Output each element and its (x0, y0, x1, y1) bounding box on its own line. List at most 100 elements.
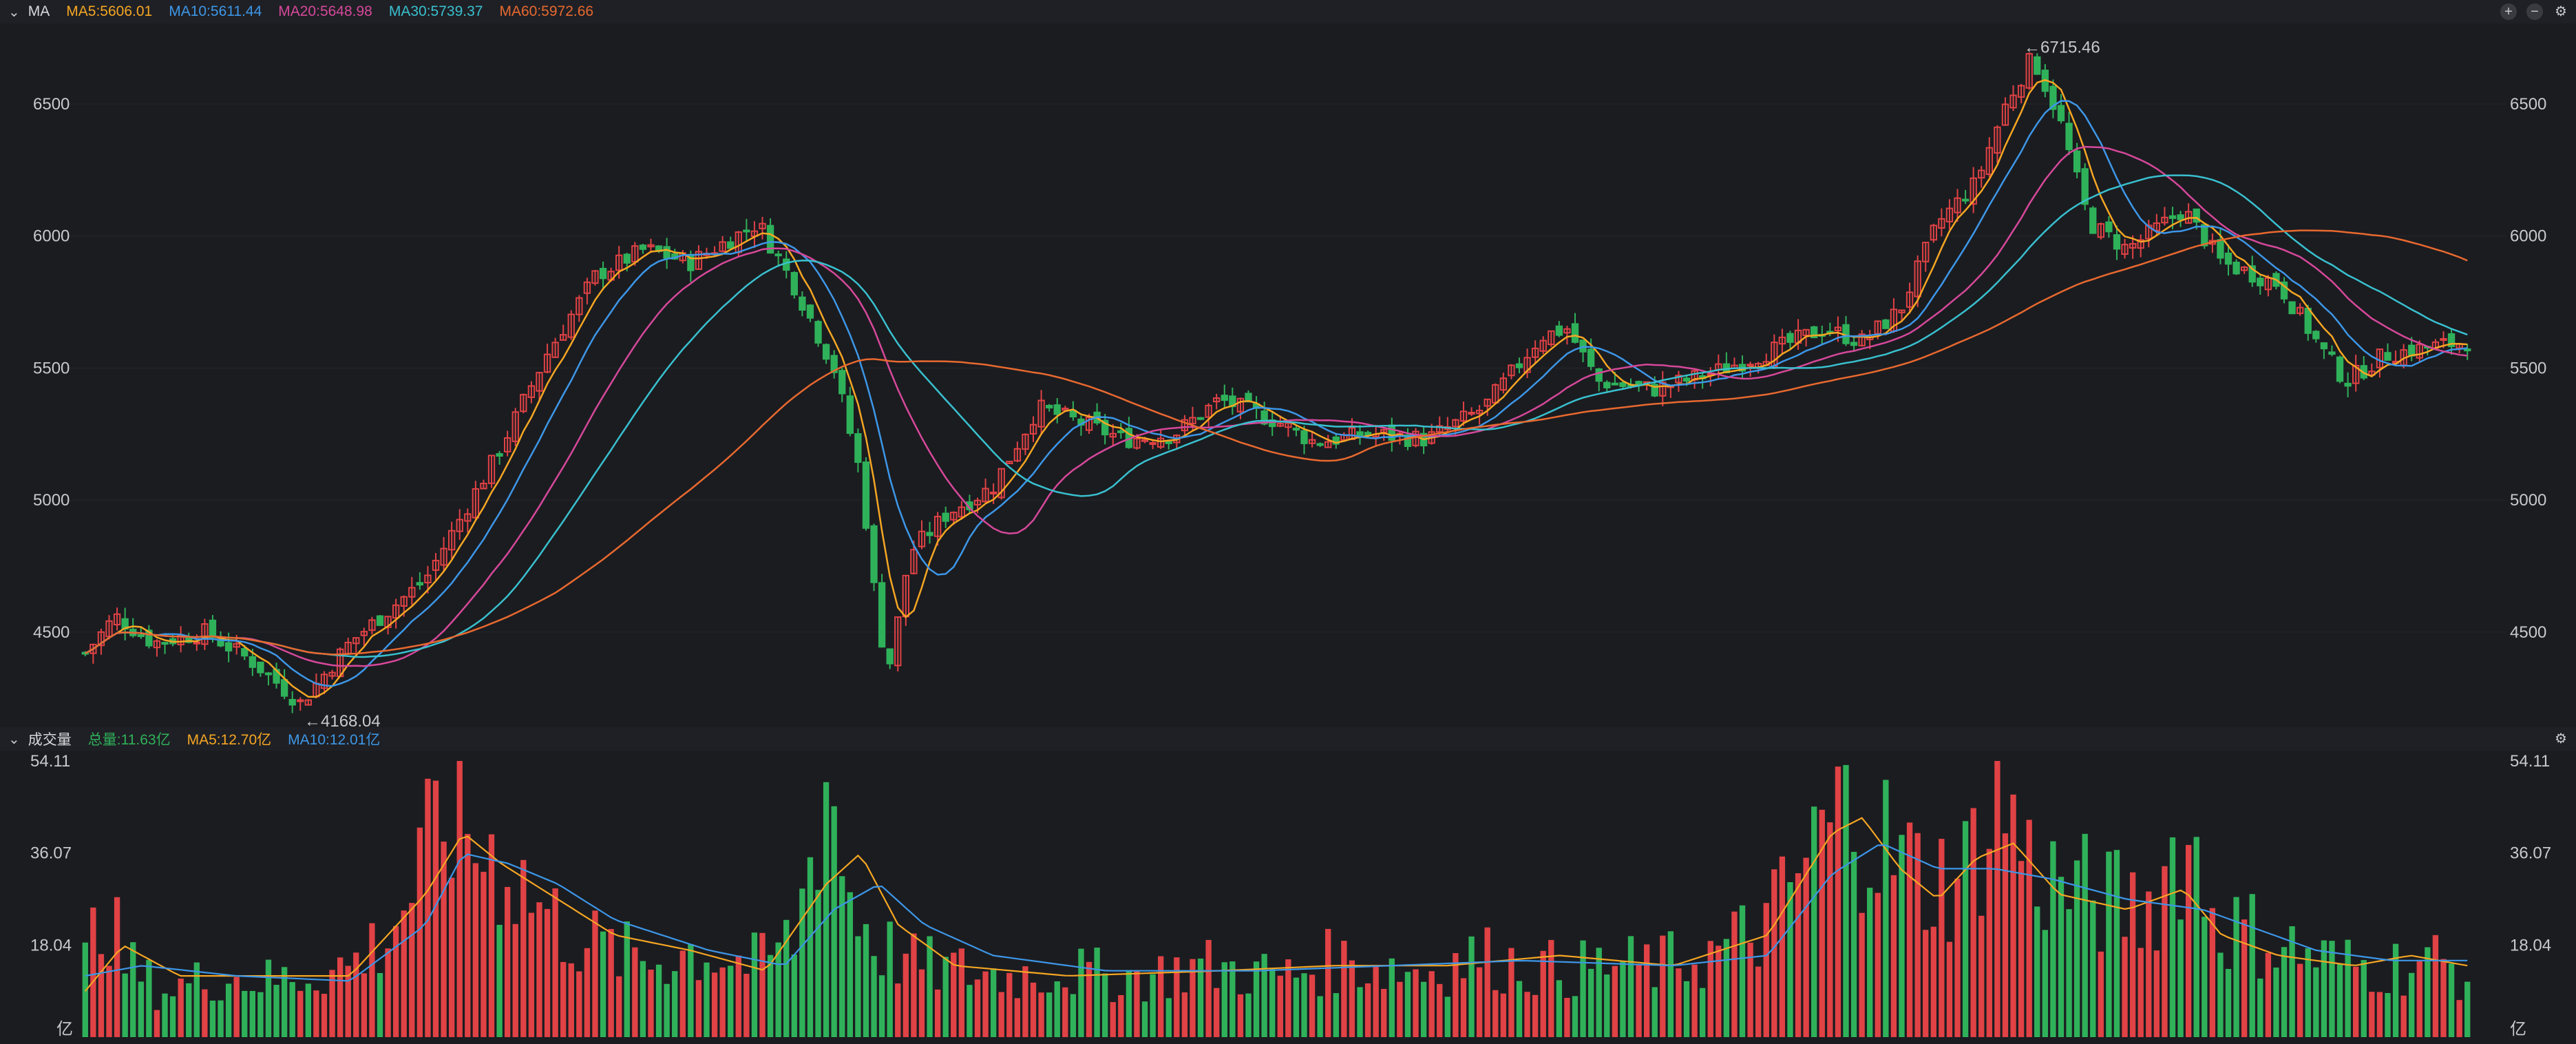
candle-body (392, 604, 400, 619)
candle-body (1062, 408, 1069, 411)
candle-body (1221, 395, 1228, 401)
volume-bar (1110, 1002, 1116, 1037)
volume-bar (2233, 897, 2239, 1037)
candle-body (1157, 437, 1165, 448)
candle-body (997, 468, 1005, 499)
volume-tick-label-right: 18.04 (2510, 936, 2551, 954)
candle-body (1452, 419, 1459, 428)
volume-bar (592, 910, 598, 1037)
candle-body (1810, 326, 1818, 339)
volume-bar (536, 902, 542, 1037)
volume-bar (1604, 974, 1610, 1037)
volume-settings-gear-icon[interactable]: ⚙ (2555, 731, 2567, 747)
legend-ma30: MA30:5739.37 (388, 3, 483, 19)
volume-bar (751, 932, 758, 1037)
volume-bar (2034, 906, 2040, 1037)
volume-bar (249, 991, 255, 1037)
collapse-chevron-icon[interactable]: ⌄ (8, 4, 20, 20)
price-tick-label-right: 6000 (2510, 227, 2546, 246)
candle-body (511, 411, 519, 442)
volume-bar (735, 955, 741, 1037)
remove-indicator-icon[interactable]: − (2526, 3, 2543, 20)
volume-bar (1317, 996, 1323, 1037)
volume-bar (927, 936, 933, 1037)
candle-body (1181, 419, 1189, 432)
candle-body (2089, 207, 2097, 234)
candle-body (360, 631, 368, 636)
price-panel-title: MA (28, 3, 50, 19)
volume-bar (1939, 839, 1945, 1037)
volume-bar (114, 897, 120, 1037)
candle-body (918, 530, 926, 547)
candle-body (1778, 336, 1786, 345)
volume-bar (1126, 970, 1132, 1037)
volume-bar (783, 919, 790, 1037)
candle-body (862, 461, 870, 529)
volume-bar (608, 929, 614, 1037)
volume-bar (1564, 997, 1570, 1037)
candle-body (1029, 424, 1037, 435)
volume-bar (2225, 968, 2232, 1037)
candle-body (145, 629, 153, 647)
candle-body (161, 642, 169, 645)
candle-body (496, 453, 503, 457)
volume-bar (2058, 877, 2065, 1037)
volume-bar (1986, 848, 1992, 1037)
candle-body (727, 241, 735, 249)
candle-body (647, 244, 655, 248)
volume-ma-lines (84, 817, 2468, 992)
candle-body (1611, 382, 1619, 386)
volume-bar (616, 976, 622, 1037)
candle-body (1922, 242, 1930, 262)
settings-gear-icon[interactable]: ⚙ (2555, 4, 2567, 19)
candle-body (464, 513, 472, 522)
candle-body (1945, 207, 1954, 222)
candle-body (1499, 377, 1508, 391)
collapse-chevron-icon[interactable]: ⌄ (8, 731, 20, 747)
volume-bar (1715, 946, 1722, 1037)
volume-bar (1962, 821, 1969, 1037)
price-grid (62, 103, 2506, 633)
candle-body (2081, 168, 2089, 205)
volume-bar (2369, 992, 2375, 1037)
candle-body (2297, 306, 2304, 314)
volume-tick-label-left: 36.07 (30, 844, 72, 863)
volume-bar (1285, 959, 1291, 1037)
candle-body (527, 385, 536, 398)
candle-body (1468, 412, 1475, 415)
volume-bar (1309, 974, 1316, 1037)
price-tick-label-left: 6000 (33, 227, 70, 246)
volume-bar (1803, 857, 1809, 1037)
candle-body (1850, 342, 1858, 346)
volume-bar (998, 992, 1004, 1037)
candle-body (1006, 461, 1013, 465)
candle-body (854, 433, 862, 463)
volume-bar (2353, 966, 2359, 1037)
volume-bar (1867, 888, 1873, 1037)
volume-bar (1787, 882, 1793, 1037)
candle-body (1635, 381, 1643, 386)
candle-body (639, 244, 647, 250)
volume-bar (377, 972, 383, 1037)
volume-bar (2432, 935, 2439, 1037)
volume-bar (186, 983, 192, 1037)
volume-bar (1014, 998, 1021, 1037)
candle-body (1802, 328, 1810, 336)
candle-body (153, 640, 161, 649)
volume-bar (1755, 966, 1762, 1037)
ma10-line (85, 100, 2468, 687)
candle-body (846, 395, 854, 434)
candle-body (2464, 348, 2471, 352)
add-indicator-icon[interactable]: + (2500, 3, 2517, 20)
candle-body (1938, 218, 1945, 229)
candle-body (799, 296, 806, 311)
candle-body (576, 297, 583, 315)
candle-body (249, 656, 256, 668)
volume-bar (465, 834, 471, 1037)
volume-bar (2345, 939, 2351, 1037)
volume-bar (242, 990, 248, 1037)
volume-bar (1030, 982, 1037, 1037)
volume-bar (2217, 952, 2224, 1037)
volume-bar (2416, 961, 2422, 1037)
